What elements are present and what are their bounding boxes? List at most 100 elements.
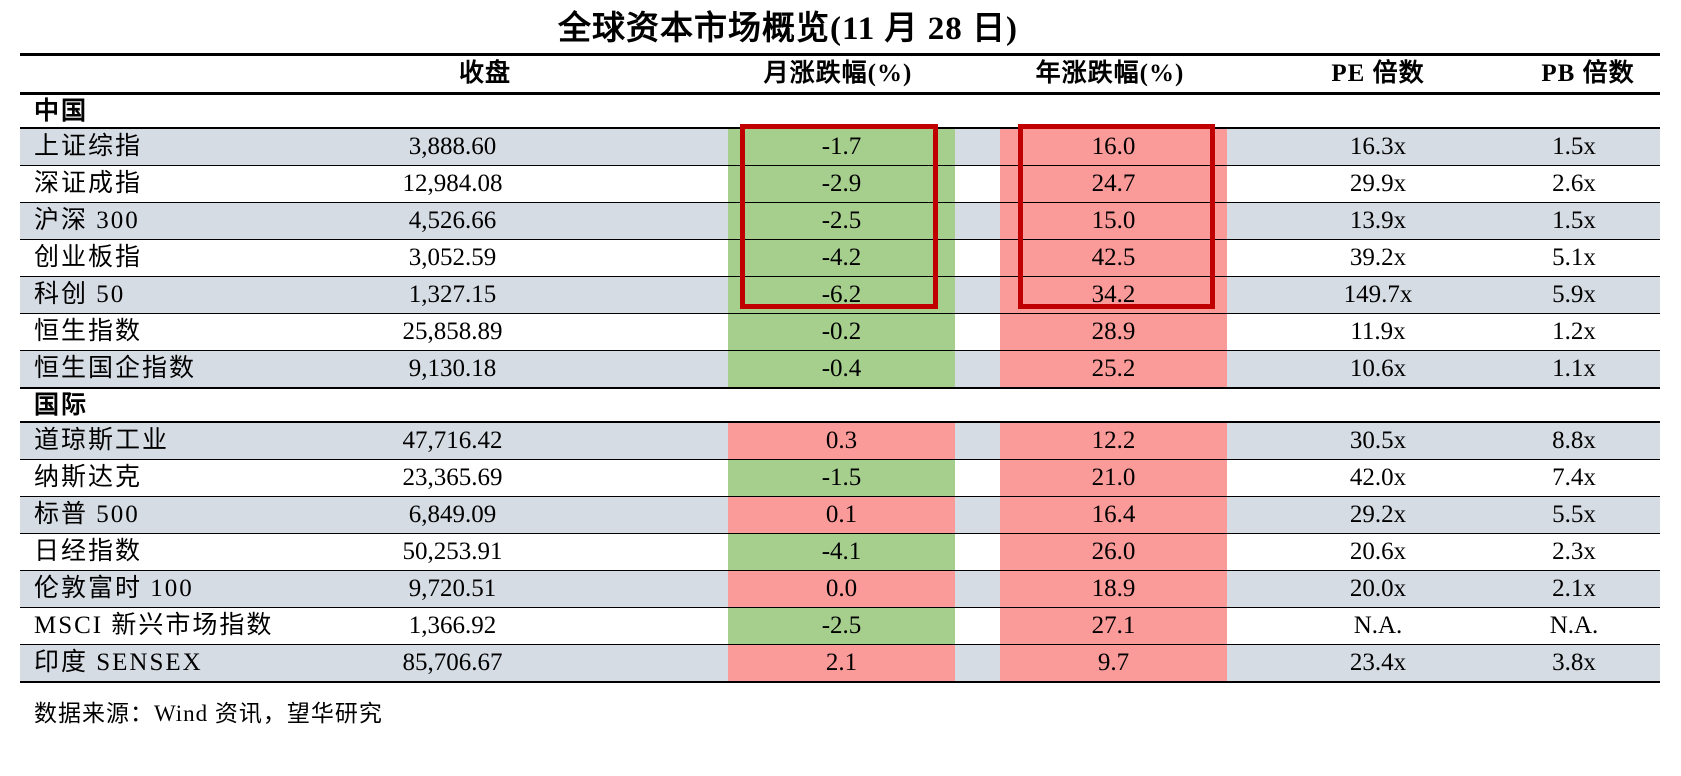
gap-cell	[955, 166, 1000, 202]
market-table: 收盘 月涨跌幅(%) 年涨跌幅(%) PE 倍数 PB 倍数 中国 上证综指 3,8…	[20, 53, 1660, 683]
close-cell: 85,706.67	[402, 649, 503, 676]
pb-cell: 1.5x	[1552, 133, 1596, 160]
gap-cell	[565, 423, 728, 459]
pb-cell: 1.1x	[1552, 355, 1596, 382]
close-cell: 1,327.15	[408, 281, 497, 308]
pb-cell: 3.8x	[1552, 649, 1596, 676]
pb-cell: N.A.	[1549, 612, 1599, 639]
year-change-cell: 24.7	[1000, 166, 1227, 202]
close-cell: 25,858.89	[402, 318, 503, 345]
gap-cell	[955, 351, 1000, 387]
gap-cell	[1227, 497, 1268, 533]
year-change-cell: 16.4	[1000, 497, 1227, 533]
gap-cell	[955, 203, 1000, 239]
table-row: 印度 SENSEX 85,706.67 2.1 9.7 23.4x 3.8x	[20, 645, 1660, 683]
gap-cell	[955, 534, 1000, 570]
table-row: 恒生国企指数 9,130.18 -0.4 25.2 10.6x 1.1x	[20, 351, 1660, 389]
index-name-cell: 深证成指	[34, 170, 143, 197]
index-name-cell: MSCI 新兴市场指数	[34, 612, 274, 639]
gap-cell	[955, 277, 1000, 313]
pe-cell: 29.2x	[1349, 501, 1407, 528]
year-change-cell: 9.7	[1000, 645, 1227, 681]
gap-cell	[565, 571, 728, 607]
gap-cell	[565, 351, 728, 387]
gap-cell	[1227, 423, 1268, 459]
header-pb-ratio: PB 倍数	[1541, 60, 1635, 87]
month-change-cell: -2.5	[728, 608, 955, 644]
pb-cell: 1.5x	[1552, 207, 1596, 234]
close-cell: 1,366.92	[408, 612, 497, 639]
year-change-cell: 16.0	[1000, 129, 1227, 165]
month-change-cell: -2.9	[728, 166, 955, 202]
year-change-cell: 26.0	[1000, 534, 1227, 570]
gap-cell	[565, 314, 728, 350]
pe-cell: 39.2x	[1349, 244, 1407, 271]
year-change-cell: 21.0	[1000, 460, 1227, 496]
gap-cell	[565, 534, 728, 570]
pe-cell: 16.3x	[1349, 133, 1407, 160]
header-month-change: 月涨跌幅(%)	[763, 60, 913, 87]
table-row: MSCI 新兴市场指数 1,366.92 -2.5 27.1 N.A. N.A.	[20, 608, 1660, 645]
index-name-cell: 科创 50	[34, 281, 126, 308]
pb-cell: 5.5x	[1552, 501, 1596, 528]
gap-cell	[1227, 240, 1268, 276]
header-close: 收盘	[458, 60, 512, 87]
year-change-cell: 42.5	[1000, 240, 1227, 276]
index-name-cell: 纳斯达克	[34, 464, 143, 491]
header-pe-ratio: PE 倍数	[1331, 60, 1425, 87]
gap-cell	[955, 608, 1000, 644]
gap-cell	[565, 240, 728, 276]
gap-cell	[1227, 277, 1268, 313]
year-change-cell: 27.1	[1000, 608, 1227, 644]
gap-cell	[955, 314, 1000, 350]
section-row-international: 国际	[20, 389, 1660, 423]
pe-cell: 20.6x	[1349, 538, 1407, 565]
gap-cell	[565, 608, 728, 644]
pb-cell: 2.6x	[1552, 170, 1596, 197]
gap-cell	[1227, 534, 1268, 570]
gap-cell	[1227, 203, 1268, 239]
gap-cell	[955, 240, 1000, 276]
pb-cell: 5.1x	[1552, 244, 1596, 271]
close-cell: 9,720.51	[408, 575, 497, 602]
month-change-cell: -0.2	[728, 314, 955, 350]
table-row: 纳斯达克 23,365.69 -1.5 21.0 42.0x 7.4x	[20, 460, 1660, 497]
gap-cell	[955, 423, 1000, 459]
month-change-cell: -0.4	[728, 351, 955, 387]
year-change-cell: 18.9	[1000, 571, 1227, 607]
year-change-cell: 12.2	[1000, 423, 1227, 459]
month-change-cell: -1.5	[728, 460, 955, 496]
gap-cell	[955, 645, 1000, 681]
gap-cell	[1227, 351, 1268, 387]
index-name-cell: 创业板指	[34, 244, 143, 271]
index-name-cell: 恒生指数	[34, 318, 143, 345]
year-change-cell: 34.2	[1000, 277, 1227, 313]
index-name-cell: 标普 500	[34, 501, 140, 528]
table-row: 标普 500 6,849.09 0.1 16.4 29.2x 5.5x	[20, 497, 1660, 534]
month-change-cell: -6.2	[728, 277, 955, 313]
close-cell: 12,984.08	[402, 170, 503, 197]
year-change-cell: 28.9	[1000, 314, 1227, 350]
pe-cell: 20.0x	[1349, 575, 1407, 602]
table-header-row: 收盘 月涨跌幅(%) 年涨跌幅(%) PE 倍数 PB 倍数	[20, 56, 1660, 95]
pb-cell: 2.1x	[1552, 575, 1596, 602]
gap-cell	[1227, 129, 1268, 165]
header-year-change: 年涨跌幅(%)	[1035, 60, 1185, 87]
pb-cell: 1.2x	[1552, 318, 1596, 345]
table-row: 恒生指数 25,858.89 -0.2 28.9 11.9x 1.2x	[20, 314, 1660, 351]
index-name-cell: 印度 SENSEX	[34, 649, 203, 676]
table-body: 中国 上证综指 3,888.60 -1.7 16.0 16.3x 1.5x 深证成指 12,98…	[20, 95, 1660, 683]
gap-cell	[565, 645, 728, 681]
pe-cell: 13.9x	[1349, 207, 1407, 234]
table-row: 伦敦富时 100 9,720.51 0.0 18.9 20.0x 2.1x	[20, 571, 1660, 608]
table-row: 沪深 300 4,526.66 -2.5 15.0 13.9x 1.5x	[20, 203, 1660, 240]
gap-cell	[955, 460, 1000, 496]
gap-cell	[1227, 608, 1268, 644]
table-row: 道琼斯工业 47,716.42 0.3 12.2 30.5x 8.8x	[20, 423, 1660, 460]
pe-cell: 149.7x	[1343, 281, 1413, 308]
table-row: 日经指数 50,253.91 -4.1 26.0 20.6x 2.3x	[20, 534, 1660, 571]
gap-cell	[565, 166, 728, 202]
gap-cell	[1227, 571, 1268, 607]
gap-cell	[565, 203, 728, 239]
pe-cell: 10.6x	[1349, 355, 1407, 382]
